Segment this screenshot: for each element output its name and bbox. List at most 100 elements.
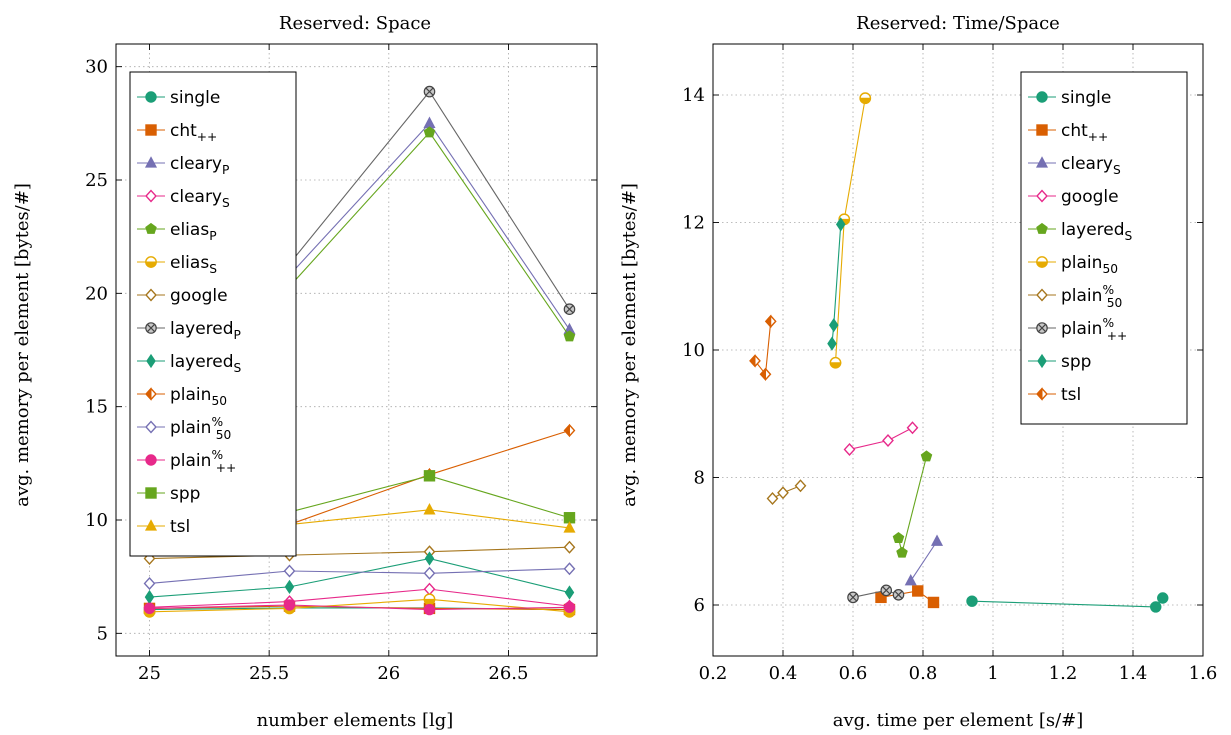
y-tick-label: 5 (97, 623, 108, 644)
legend-entry: single (137, 88, 220, 108)
x-tick-label: 0.6 (839, 663, 868, 684)
legend-entry: google (137, 286, 228, 306)
legend-label: plain% 50 (1061, 283, 1122, 310)
legend-label-sup: % (1102, 283, 1114, 297)
data-point (847, 591, 859, 604)
data-point (912, 585, 924, 597)
legend-label-sub: 50 (211, 394, 227, 408)
y-axis-label: avg. memory per element [bytes/#] (12, 183, 33, 507)
legend-swatch-marker (145, 91, 157, 103)
legend-swatch-marker (1036, 91, 1048, 103)
legend-entry: eliasP (137, 220, 217, 243)
legend-label: eliasP (170, 220, 217, 243)
legend-label-text: plain (170, 385, 211, 405)
legend-label-text: cht (170, 121, 197, 141)
legend-label: tsl (1061, 385, 1081, 405)
chart-title: Reserved: Space (279, 13, 431, 34)
legend-label-text: elias (170, 253, 209, 273)
data-point (896, 546, 908, 558)
legend-label-text: cleary (1061, 154, 1113, 174)
legend-swatch-marker (1036, 189, 1048, 203)
legend-label: spp (1061, 352, 1091, 372)
series-line (149, 598, 570, 613)
legend-swatch-marker (1036, 387, 1048, 401)
y-tick-label: 14 (682, 85, 705, 106)
legend-label-text: plain (170, 451, 211, 471)
legend-label-sub: ++ (216, 461, 237, 475)
data-point (892, 588, 905, 601)
data-point (423, 503, 436, 515)
legend-label-text: google (1061, 187, 1119, 207)
legend-entry: clearyS (1028, 154, 1121, 177)
data-point (882, 434, 894, 448)
data-point (563, 423, 576, 438)
legend-swatch-marker (1036, 322, 1048, 334)
legend-entry: clearyS (137, 187, 230, 210)
plot-frame (115, 43, 598, 657)
legend-label-sub: ++ (1088, 130, 1109, 144)
data-point (423, 470, 436, 482)
legend-label-sup: % (211, 415, 223, 429)
legend-label-text: cht (1061, 121, 1088, 141)
series-cleary-S (904, 534, 944, 586)
legend-label: clearyS (1061, 154, 1121, 177)
data-point (563, 601, 576, 613)
legend-label-text: plain (1061, 286, 1102, 306)
chart-title: Reserved: Time/Space (856, 13, 1060, 34)
series-line (149, 604, 570, 611)
legend-label-sub: P (222, 163, 229, 177)
legend-label: tsl (170, 517, 190, 537)
data-point (843, 442, 856, 456)
data-point (749, 354, 761, 368)
x-tick-label: 1.6 (1189, 663, 1218, 684)
data-point (143, 576, 156, 590)
legend-swatch-marker (144, 156, 158, 168)
legend-entry: eliasS (137, 253, 217, 276)
x-tick-label: 1 (987, 663, 998, 684)
series-plain-++-pct (143, 599, 576, 616)
legend-entry: plain% 50 (1028, 283, 1122, 310)
y-tick-label: 15 (85, 397, 108, 418)
data-point (423, 126, 436, 138)
legend-label-text: cleary (170, 154, 222, 174)
legend-entry: google (1028, 187, 1119, 207)
x-tick-label: 26 (377, 663, 400, 684)
series-spp (827, 217, 846, 351)
legend-label-text: layered (170, 319, 234, 339)
legend-swatch-marker (145, 387, 157, 401)
legend-entry: layeredP (137, 319, 241, 342)
x-tick-label: 0.8 (909, 663, 938, 684)
data-point (777, 486, 789, 500)
data-point (827, 336, 837, 351)
legend-label: google (1061, 187, 1119, 207)
legend-entry: clearyP (137, 154, 229, 177)
data-point (930, 534, 944, 546)
data-point (1157, 592, 1169, 604)
legend-label: eliasS (170, 253, 217, 276)
legend-swatch-marker (145, 487, 157, 499)
data-point (880, 584, 893, 597)
legend-entry: cht++ (137, 121, 217, 144)
data-point (859, 92, 872, 105)
legend-label-sub: ++ (197, 130, 218, 144)
legend-label-text: single (1061, 88, 1111, 108)
legend: singlecht++clearyPclearySeliasPeliasSgoo… (129, 71, 297, 557)
y-tick-label: 8 (694, 468, 705, 489)
legend-entry: tsl (137, 517, 190, 537)
legend-entry: spp (137, 484, 200, 504)
legend-label-sub: S (1113, 163, 1121, 177)
y-tick-label: 10 (85, 510, 108, 531)
legend-label-text: layered (1061, 220, 1125, 240)
legend-entry: layeredS (137, 352, 242, 375)
y-tick-label: 12 (682, 213, 705, 234)
series-plain-50-pct (143, 562, 576, 590)
legend-swatch-marker (1036, 222, 1048, 234)
series-tsl (749, 314, 777, 381)
series-line (149, 557, 570, 598)
x-tick-label: 1.2 (1049, 663, 1078, 684)
data-point (759, 367, 772, 381)
legend-label: plain% 50 (170, 415, 231, 442)
grid: 0.2 0.4 0.6 0.8 1 1.2 1.4 1.6 6 8 10 12 14 (682, 44, 1217, 684)
data-point (563, 303, 576, 315)
